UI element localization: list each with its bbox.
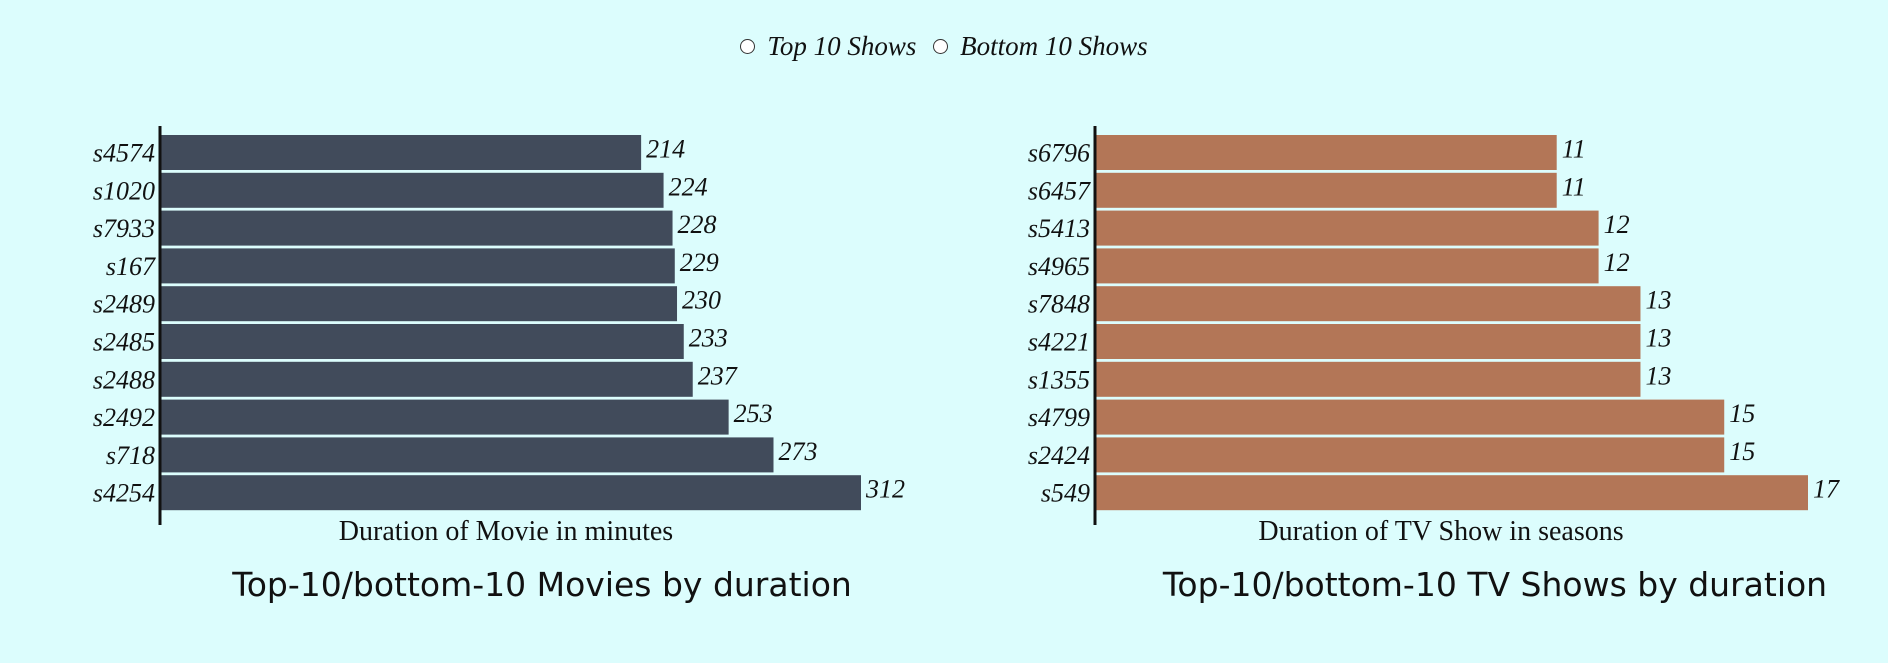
category-label: s6796 [1028,139,1090,168]
category-label: s5413 [1028,214,1090,243]
value-label: 12 [1604,248,1630,277]
x-axis-title: Duration of TV Show in seasons [1258,516,1623,547]
category-label: s1355 [1028,365,1090,394]
category-label: s4254 [93,479,155,508]
value-label: 15 [1729,437,1755,466]
bar-s1020 [161,172,664,208]
value-label: 233 [689,324,728,353]
value-label: 17 [1813,475,1840,504]
value-label: 11 [1562,172,1586,201]
value-label: 13 [1645,286,1671,315]
value-label: 12 [1604,210,1630,239]
bar-s4221 [1096,324,1641,359]
bottom-10-option[interactable]: Bottom 10 Shows [933,31,1148,62]
bar-s2489 [161,286,678,322]
bar-s549 [1096,475,1808,511]
category-label: s4799 [1028,403,1090,432]
value-label: 224 [669,172,708,201]
value-label: 13 [1645,361,1671,390]
category-label: s4574 [93,139,155,168]
bar-s4254 [161,475,861,511]
bar-s167 [161,248,675,284]
bar-s2424 [1096,437,1725,473]
tv-shows-chart-title: Top-10/bottom-10 TV Shows by duration [1162,565,1828,604]
x-axis-title: Duration of Movie in minutes [339,516,673,547]
bar-s5413 [1096,210,1599,246]
value-label: 15 [1729,399,1755,428]
top-10-radio[interactable] [740,39,756,54]
bar-s6457 [1096,172,1557,208]
bar-s2485 [161,324,684,359]
value-label: 214 [646,135,685,164]
bar-s718 [161,437,774,473]
category-label: s4965 [1028,252,1090,281]
tv-shows-duration-chart: s6796 11 s6457 11 s5413 12 s4965 12 s7848 13 s4221… [1028,126,1840,547]
category-label: s2424 [1028,441,1090,470]
top-10-option[interactable]: Top 10 Shows [740,31,916,62]
bar-s4799 [1096,399,1725,435]
category-label: s2485 [93,328,155,357]
bar-s2488 [161,361,693,397]
movies-duration-chart: s4574 214 s1020 224 s7933 228 s167 229 s2489 230 s… [93,126,905,547]
bar-s7933 [161,210,673,246]
category-label: s1020 [93,176,155,205]
category-label: s6457 [1028,176,1091,205]
value-label: 273 [779,437,818,466]
category-label: s7848 [1028,290,1090,319]
value-label: 228 [678,210,717,239]
value-label: 229 [680,248,719,277]
bar-s4965 [1096,248,1599,284]
category-label: s2488 [93,365,155,394]
value-label: 253 [734,399,773,428]
category-label: s4221 [1028,328,1090,357]
value-label: 13 [1645,324,1671,353]
bar-s1355 [1096,361,1641,397]
category-label: s7933 [93,214,155,243]
value-label: 11 [1562,135,1586,164]
value-label: 237 [698,361,738,390]
category-label: s2492 [93,403,155,432]
bar-s7848 [1096,286,1641,322]
category-label: s167 [106,252,156,281]
category-label: s718 [106,441,155,470]
value-label: 230 [682,286,721,315]
movies-chart-title: Top-10/bottom-10 Movies by duration [232,565,852,604]
top-10-label: Top 10 Shows [767,31,917,61]
bar-s4574 [161,135,642,170]
bottom-10-radio[interactable] [933,39,949,54]
category-label: s549 [1041,479,1090,508]
bar-s6796 [1096,135,1557,170]
bottom-10-label: Bottom 10 Shows [960,31,1148,61]
bar-s2492 [161,399,729,435]
category-label: s2489 [93,290,155,319]
value-label: 312 [865,475,905,504]
show-filter-controls: Top 10 Shows Bottom 10 Shows [0,30,1888,62]
